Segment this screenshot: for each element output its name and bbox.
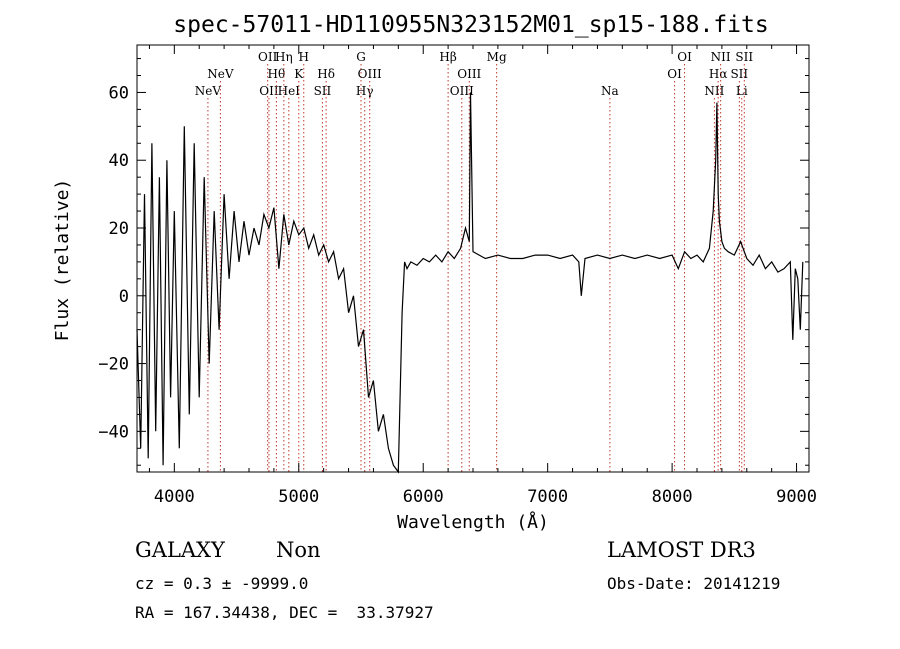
spectrum-line (136, 92, 804, 474)
line-marker-label: OIII (358, 67, 382, 81)
x-tick-label: 4000 (154, 487, 195, 507)
survey-name: LAMOST DR3 (607, 538, 756, 562)
line-marker-label: Hθ (268, 67, 286, 81)
x-axis-ticks: 4000 5000 6000 7000 8000 9000 (148, 45, 817, 507)
line-marker-label: Hη (275, 50, 293, 64)
x-tick-label: 8000 (652, 487, 693, 507)
observation-date: Obs-Date: 20141219 (607, 574, 781, 593)
x-tick-label: 6000 (403, 487, 444, 507)
line-marker-label: Hγ (356, 84, 374, 98)
line-marker-label: NII (704, 84, 724, 98)
object-class: GALAXY (135, 538, 225, 562)
y-axis-ticks: −40 −20 0 20 40 60 (98, 58, 809, 466)
line-marker-label: SII (730, 67, 748, 81)
y-tick-label: 20 (109, 219, 129, 239)
x-tick-label: 9000 (776, 487, 817, 507)
emission-line-markers: NeVNeVOIIOIIHθHηHeIKHHδSIIGHγOIIIHβOIIIO… (195, 50, 753, 472)
line-marker-label: NeV (207, 67, 234, 81)
line-marker-label: OI (677, 50, 692, 64)
x-tick-label: 5000 (278, 487, 319, 507)
y-axis-label: Flux (relative) (52, 179, 73, 342)
chart-title: spec-57011-HD110955N323152M01_sp15-188.f… (173, 12, 768, 38)
y-tick-label: 0 (119, 287, 129, 307)
coordinates: RA = 167.34438, DEC = 33.37927 (135, 603, 434, 622)
line-marker-label: Hβ (439, 50, 456, 64)
x-axis-label: Wavelength (Å) (397, 511, 549, 533)
line-marker-label: SII (735, 50, 753, 64)
line-marker-label: SII (314, 84, 332, 98)
line-marker-label: OII (258, 50, 278, 64)
line-marker-label: OIII (457, 67, 481, 81)
y-tick-label: −20 (98, 355, 129, 375)
line-marker-label: NeV (195, 84, 222, 98)
line-marker-label: Hδ (317, 67, 335, 81)
y-tick-label: 60 (109, 83, 129, 103)
line-marker-label: Mg (487, 50, 507, 64)
line-marker-label: G (356, 50, 366, 64)
object-subclass: Non (276, 538, 321, 562)
line-marker-label: OII (259, 84, 279, 98)
line-marker-label: OIII (450, 84, 474, 98)
line-marker-label: Li (736, 84, 748, 98)
plot-frame (136, 44, 810, 473)
redshift-cz: cz = 0.3 ± -9999.0 (135, 574, 309, 593)
line-marker-label: NII (711, 50, 731, 64)
x-tick-label: 7000 (527, 487, 568, 507)
line-marker-label: H (299, 50, 309, 64)
y-tick-label: −40 (98, 422, 129, 442)
line-marker-label: Na (601, 84, 619, 98)
line-marker-label: OI (667, 67, 682, 81)
y-tick-label: 40 (109, 151, 129, 171)
line-marker-label: K (294, 67, 304, 81)
line-marker-label: HeI (278, 84, 301, 98)
line-marker-label: Hα (709, 67, 728, 81)
